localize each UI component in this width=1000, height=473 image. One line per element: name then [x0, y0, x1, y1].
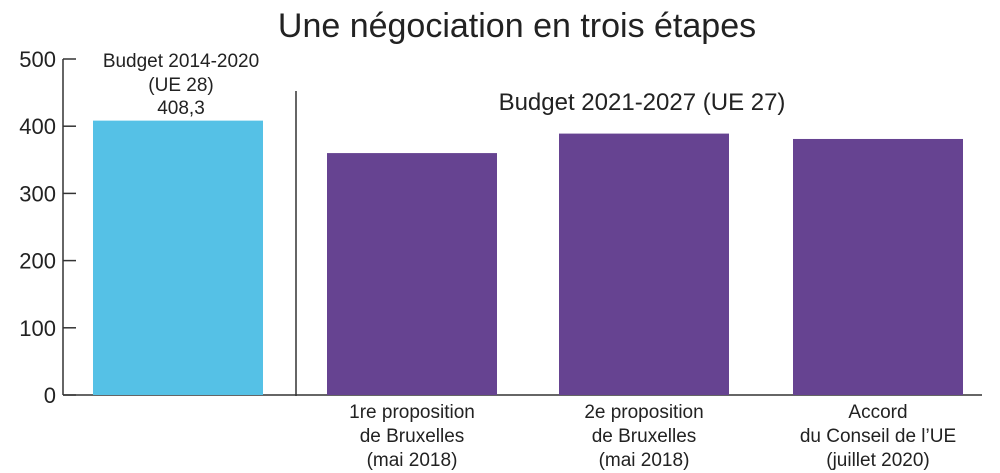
group-label: Budget 2021-2027 (UE 27) [499, 89, 786, 116]
y-tick-label: 100 [19, 316, 56, 341]
category-label-line: du Conseil de l’UE [800, 426, 956, 447]
first-bar-annotation-line-2: (UE 28) [148, 75, 213, 96]
category-label-line: 1re proposition [349, 402, 475, 423]
category-label-line: (juillet 2020) [826, 450, 930, 471]
first-bar-annotation: Budget 2014-2020 (UE 28) 408,3 [103, 51, 259, 119]
y-tick-label: 200 [19, 249, 56, 274]
y-tick-label: 0 [44, 383, 56, 408]
category-label-line: (mai 2018) [599, 450, 690, 471]
chart-title: Une négociation en trois étapes [278, 7, 756, 45]
first-bar-value-label: 408,3 [157, 98, 205, 119]
category-label-line: de Bruxelles [360, 426, 465, 447]
category-labels: 1re proposition de Bruxelles (mai 2018) 2e … [349, 402, 956, 471]
category-label-line: (mai 2018) [367, 450, 458, 471]
bar [793, 138, 963, 395]
first-bar-annotation-line-1: Budget 2014-2020 [103, 51, 259, 72]
bars [93, 120, 963, 396]
y-tick-label: 400 [19, 114, 56, 139]
bar [327, 153, 497, 395]
bar [559, 133, 729, 396]
y-tick-label: 500 [19, 47, 56, 72]
category-label-line: 2e proposition [584, 402, 703, 423]
category-label-line: de Bruxelles [592, 426, 697, 447]
category-label-line: Accord [848, 402, 907, 423]
bar [93, 120, 263, 395]
y-tick-label: 300 [19, 181, 56, 206]
